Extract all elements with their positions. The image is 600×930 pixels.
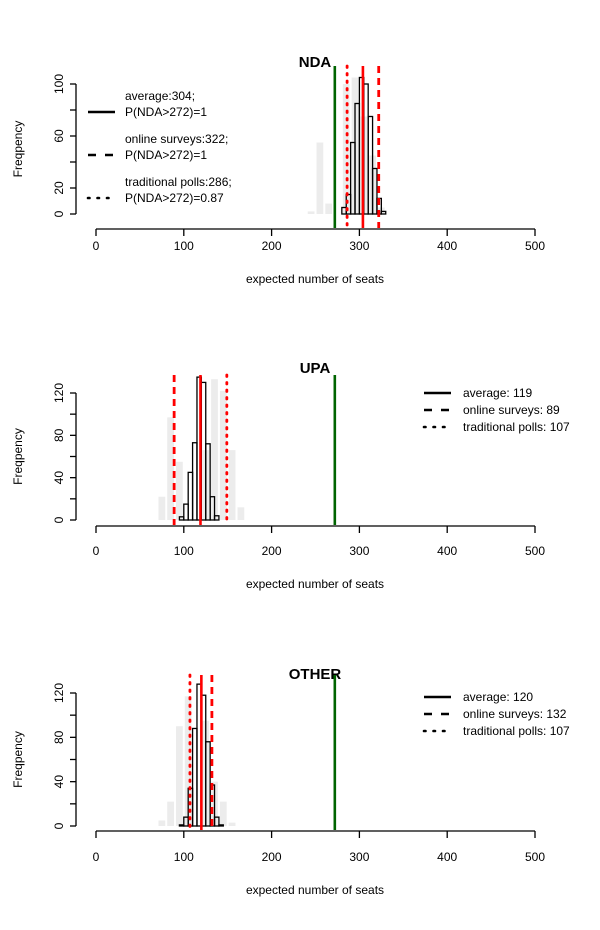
x-axis-label: expected number of seats bbox=[246, 272, 384, 286]
background-bar bbox=[184, 696, 192, 826]
histogram-bar bbox=[191, 442, 198, 521]
histogram-bar bbox=[205, 443, 211, 521]
x-tick-label: 500 bbox=[525, 850, 545, 864]
y-tick-label: 20 bbox=[52, 181, 66, 195]
histogram-bar bbox=[380, 210, 387, 215]
y-axis-label: Freqpency bbox=[11, 428, 25, 485]
background-bar bbox=[325, 203, 333, 214]
y-axis-label: Freqpency bbox=[11, 121, 25, 178]
panel-other: OTHER 0 40 80 120 Freqpency 0 100 200 300 400 500 ex… bbox=[11, 666, 570, 897]
legend-label-probability: P(NDA>272)=1 bbox=[125, 148, 207, 162]
x-tick-label: 0 bbox=[93, 850, 100, 864]
background-bar bbox=[167, 417, 175, 520]
panel-title: OTHER bbox=[289, 666, 342, 683]
legend-label: traditional polls:286; bbox=[125, 175, 232, 189]
x-tick-label: 100 bbox=[174, 544, 194, 558]
x-tick-label: 400 bbox=[437, 239, 457, 253]
y-tick-label: 100 bbox=[52, 74, 66, 94]
background-bar bbox=[176, 461, 183, 520]
x-tick-label: 300 bbox=[349, 850, 369, 864]
legend: average:304; P(NDA>272)=1 online surveys:3… bbox=[86, 89, 232, 205]
panel-upa: UPA 0 40 80 120 Freqpency 0 100 200 300 400 500 expe… bbox=[11, 360, 570, 591]
x-tick-label: 300 bbox=[349, 544, 369, 558]
legend-label: online surveys: 89 bbox=[463, 403, 560, 417]
y-tick-label: 120 bbox=[52, 383, 66, 403]
background-bar bbox=[228, 450, 236, 520]
y-axis-label: Freqpency bbox=[11, 731, 25, 788]
background-bar bbox=[158, 496, 166, 520]
histogram-bar bbox=[178, 824, 185, 827]
x-tick-label: 200 bbox=[262, 239, 282, 253]
legend-label: average:304; bbox=[125, 89, 195, 103]
background-bar bbox=[237, 507, 245, 520]
panel-title: UPA bbox=[300, 360, 331, 377]
x-tick-label: 100 bbox=[174, 850, 194, 864]
background-bar bbox=[219, 801, 227, 826]
x-tick-label: 500 bbox=[525, 544, 545, 558]
y-tick-label: 0 bbox=[52, 210, 66, 217]
legend: average: 119 online surveys: 89 traditiona… bbox=[422, 386, 570, 434]
background-bar bbox=[219, 390, 227, 520]
background-bar bbox=[316, 142, 324, 214]
legend-label: traditional polls: 107 bbox=[463, 420, 570, 434]
x-tick-label: 500 bbox=[525, 239, 545, 253]
histogram-bar bbox=[218, 824, 224, 827]
histogram-bar bbox=[205, 741, 211, 827]
histogram-bar bbox=[213, 515, 220, 521]
x-tick-label: 200 bbox=[262, 544, 282, 558]
histogram-bar bbox=[213, 816, 220, 827]
legend-label-probability: P(NDA>272)=1 bbox=[125, 105, 207, 119]
y-tick-label: 60 bbox=[52, 129, 66, 143]
histogram-bar bbox=[191, 727, 198, 827]
y-tick-label: 80 bbox=[52, 428, 66, 442]
x-axis-label: expected number of seats bbox=[246, 577, 384, 591]
y-tick-label: 40 bbox=[52, 775, 66, 789]
background-bar bbox=[167, 801, 175, 826]
background-bar bbox=[176, 726, 183, 826]
legend-label: online surveys:322; bbox=[125, 132, 228, 146]
panel-title: NDA bbox=[299, 54, 332, 71]
legend: average: 120 online surveys: 132 tradition… bbox=[422, 690, 570, 738]
background-bar bbox=[158, 820, 166, 826]
y-tick-label: 120 bbox=[52, 683, 66, 703]
y-tick-label: 0 bbox=[52, 516, 66, 523]
x-tick-label: 200 bbox=[262, 850, 282, 864]
y-tick-label: 80 bbox=[52, 730, 66, 744]
legend-label: average: 119 bbox=[463, 386, 532, 400]
legend-label: traditional polls: 107 bbox=[463, 724, 570, 738]
x-axis-label: expected number of seats bbox=[246, 883, 384, 897]
y-tick-label: 40 bbox=[52, 471, 66, 485]
legend-label: online surveys: 132 bbox=[463, 707, 567, 721]
histogram-bar bbox=[371, 167, 378, 215]
x-tick-label: 400 bbox=[437, 850, 457, 864]
x-tick-label: 0 bbox=[93, 239, 100, 253]
x-tick-label: 300 bbox=[349, 239, 369, 253]
background-bar bbox=[211, 379, 218, 520]
legend-label: average: 120 bbox=[463, 690, 533, 704]
histogram-bar bbox=[367, 115, 374, 215]
x-tick-label: 400 bbox=[437, 544, 457, 558]
histogram-bar bbox=[183, 503, 189, 521]
background-bar bbox=[307, 211, 315, 214]
x-tick-label: 0 bbox=[93, 544, 100, 558]
background-bar bbox=[228, 822, 236, 826]
y-tick-label: 0 bbox=[52, 822, 66, 829]
legend-label-probability: P(NDA>272)=0.87 bbox=[125, 191, 224, 205]
panel-nda: NDA 0 20 60 100 Freqpency 0 100 200 300 400 500 expe… bbox=[11, 54, 545, 286]
histogram-bar bbox=[187, 471, 194, 521]
histogram-bar bbox=[209, 496, 216, 521]
x-tick-label: 100 bbox=[174, 239, 194, 253]
